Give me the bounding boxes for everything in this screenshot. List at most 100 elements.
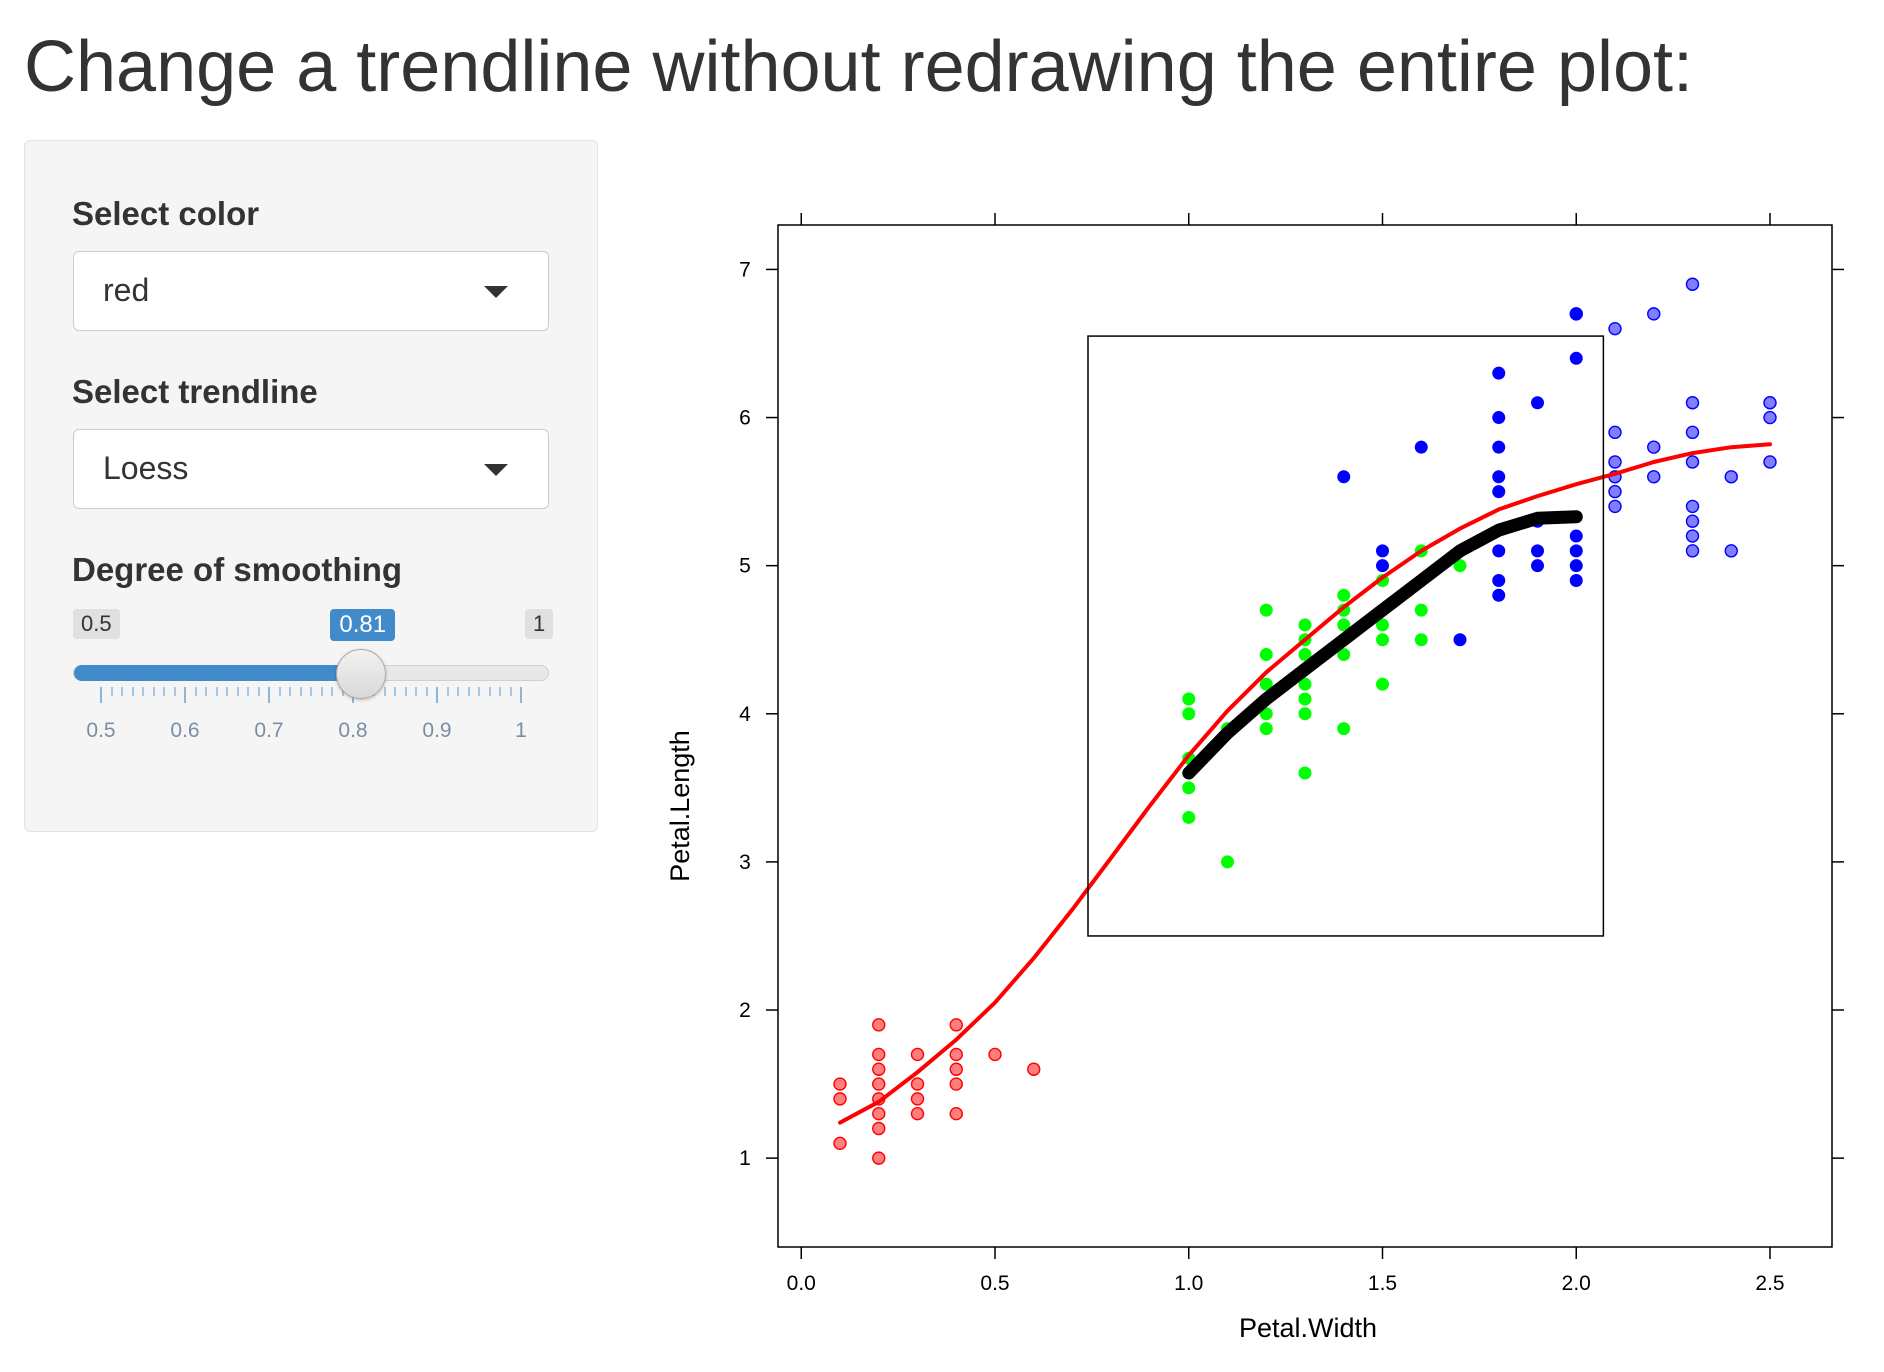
slider-tick-label: 1 — [515, 719, 527, 742]
slider-tick-label: 0.8 — [338, 719, 368, 742]
data-point — [872, 1018, 886, 1032]
data-point — [1376, 559, 1389, 573]
data-point — [1414, 603, 1428, 617]
data-point — [1608, 321, 1622, 336]
data-point — [1608, 484, 1622, 499]
data-point — [1569, 529, 1583, 543]
data-point — [1298, 618, 1312, 632]
data-point — [1376, 544, 1389, 558]
slider-minor-tick — [278, 687, 281, 696]
slider-minor-tick — [331, 687, 333, 696]
data-point — [833, 1077, 847, 1091]
slider-minor-tick — [226, 687, 228, 696]
slider-major-tick — [100, 687, 102, 703]
data-point — [1492, 485, 1506, 499]
data-point — [1376, 677, 1389, 691]
slider-minor-tick — [425, 687, 428, 696]
data-point — [910, 1077, 925, 1091]
color-select[interactable]: red — [73, 251, 549, 331]
slider-minor-tick — [131, 687, 134, 696]
slider-handle[interactable] — [336, 649, 387, 699]
slider-minor-tick — [247, 687, 249, 696]
slider-minor-tick — [121, 687, 123, 696]
data-point — [1414, 633, 1428, 647]
data-point — [1608, 425, 1622, 440]
slider-minor-tick — [310, 687, 312, 696]
slider-minor-tick — [194, 687, 197, 696]
y-tick-label: 2 — [739, 999, 751, 1022]
slider-min-label: 0.5 — [73, 609, 120, 639]
data-point — [1027, 1062, 1041, 1076]
data-point — [872, 1077, 886, 1091]
data-point — [910, 1106, 925, 1121]
data-point — [1376, 633, 1389, 647]
x-axis-label: Petal.Width — [1239, 1313, 1377, 1343]
x-tick-label: 1.5 — [1368, 1272, 1397, 1295]
data-point — [1298, 766, 1312, 780]
slider-minor-tick — [404, 687, 407, 696]
data-point — [1647, 470, 1661, 484]
slider-track[interactable] — [73, 665, 549, 681]
trendline-select-value: Loess — [103, 450, 189, 486]
data-point — [910, 1092, 925, 1106]
data-point — [872, 1151, 886, 1165]
data-point — [1531, 544, 1544, 558]
data-point — [1685, 499, 1700, 514]
slider-value-badge: 0.81 — [330, 609, 396, 641]
slider-tick-label: 0.7 — [254, 719, 284, 742]
data-point — [1763, 410, 1777, 425]
y-tick-label: 4 — [739, 703, 751, 726]
data-point — [1531, 559, 1544, 573]
trendline-select[interactable]: Loess — [73, 429, 549, 509]
x-tick-label: 2.0 — [1562, 1272, 1591, 1295]
chevron-down-icon — [484, 286, 508, 298]
data-point — [1259, 603, 1273, 617]
slider-minor-tick — [110, 687, 113, 696]
slider-tick-label: 0.6 — [170, 719, 200, 742]
x-tick-label: 2.5 — [1755, 1272, 1784, 1295]
slider-minor-tick — [142, 687, 144, 696]
slider-major-tick — [184, 687, 186, 703]
slider-max-label: 1 — [525, 609, 554, 639]
data-point — [949, 1018, 963, 1032]
data-point — [1492, 366, 1506, 380]
data-point — [1182, 781, 1196, 795]
data-point — [1569, 573, 1583, 587]
slider-minor-tick — [320, 687, 323, 696]
page-title: Change a trendline without redrawing the… — [24, 27, 1694, 107]
slider-minor-tick — [289, 687, 291, 696]
data-point — [1492, 411, 1506, 425]
data-point — [1298, 707, 1312, 721]
slider-minor-tick — [415, 687, 417, 696]
slider-minor-tick — [163, 687, 165, 696]
data-point — [1298, 692, 1312, 706]
data-point — [1453, 559, 1467, 573]
y-tick-label: 5 — [739, 555, 751, 578]
slider-minor-tick — [499, 687, 501, 696]
data-point — [1531, 396, 1544, 410]
data-point — [1685, 455, 1700, 469]
slider-minor-tick — [236, 687, 239, 696]
data-point — [1337, 470, 1351, 484]
data-point — [1685, 544, 1700, 558]
data-point — [949, 1106, 963, 1121]
data-point — [1182, 692, 1196, 706]
data-point — [833, 1092, 847, 1106]
data-point — [1724, 544, 1738, 558]
data-point — [1259, 648, 1273, 662]
data-point — [1569, 544, 1583, 558]
slider-minor-tick — [446, 687, 449, 696]
slider-major-tick — [520, 687, 522, 703]
x-tick-label: 1.0 — [1174, 1272, 1203, 1295]
data-point — [872, 1121, 886, 1136]
data-point — [1221, 855, 1234, 869]
trendline-subset — [1182, 510, 1583, 780]
data-point — [1492, 440, 1506, 454]
slider-minor-tick — [257, 687, 260, 696]
data-point — [1492, 573, 1506, 587]
data-point — [1763, 396, 1777, 410]
x-tick-label: 0.5 — [980, 1272, 1009, 1295]
slider-minor-tick — [467, 687, 470, 696]
chevron-down-icon — [484, 464, 508, 476]
select-color-label: Select color — [72, 195, 260, 232]
